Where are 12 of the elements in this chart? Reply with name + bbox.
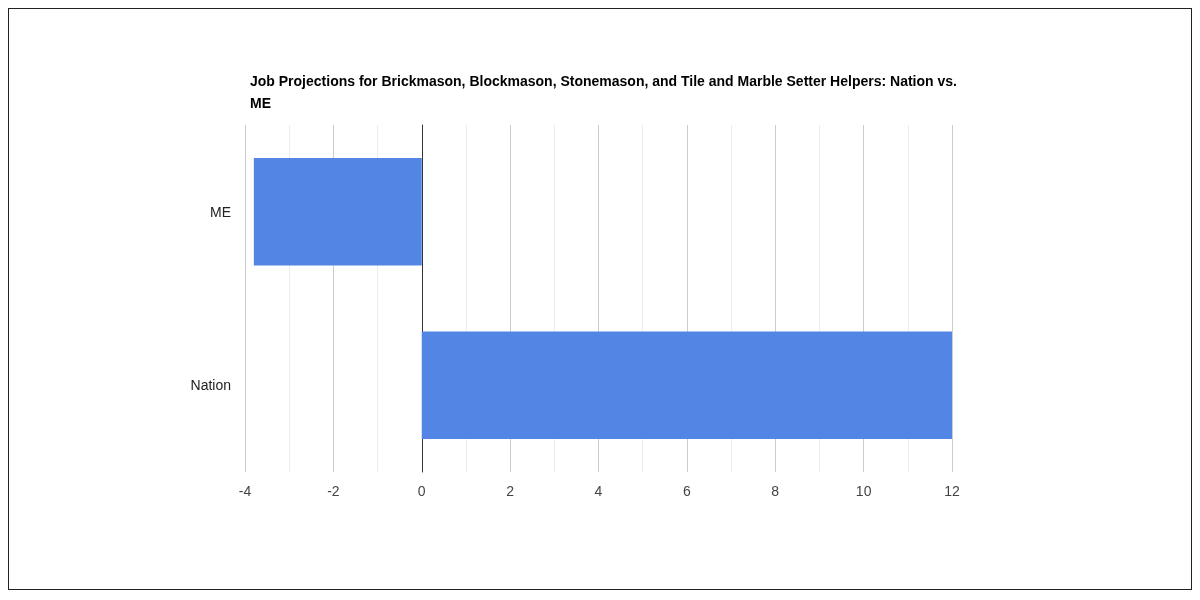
- x-tick-label: 10: [855, 483, 872, 499]
- x-tick-label: 8: [771, 483, 780, 499]
- chart-title: Job Projections for Brickmason, Blockmason, Stonemason, and Tile and Marble Setter Helpers: Nation vs. ME: [250, 73, 961, 111]
- x-tick-label: -4: [238, 483, 252, 499]
- x-tick-label: 4: [594, 483, 603, 499]
- x-tick-label: 6: [682, 483, 691, 499]
- y-tick-label: ME: [210, 203, 231, 220]
- x-tick-label: 2: [506, 483, 515, 499]
- x-tick-label: 12: [944, 483, 960, 499]
- x-tick-label: -2: [327, 483, 340, 499]
- x-tick-label: 0: [417, 483, 426, 499]
- y-tick-label: Nation: [190, 377, 231, 394]
